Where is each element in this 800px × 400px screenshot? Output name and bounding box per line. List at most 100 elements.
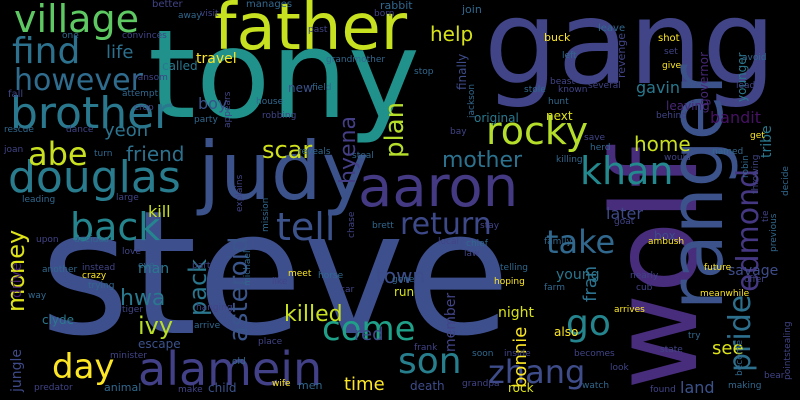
word-alamein: alamein [138,342,323,396]
word-trying: trying [88,281,115,291]
word-later: later [606,204,643,223]
word-crazy: crazy [82,271,107,281]
word-offer: offer [744,275,765,285]
word-away: away [178,11,202,21]
word-stop: stop [414,67,434,77]
word-ambush: ambush [648,237,685,247]
word-jungle: jungle [9,348,25,392]
word-inside: inside [504,349,531,359]
word-killed: killed [284,302,343,327]
word-future: future [704,263,732,273]
word-go: go [566,303,611,344]
word-child: child [208,381,237,395]
word-home: home [634,132,691,156]
word-found: found [650,385,676,395]
word-governor: governor [697,51,711,106]
word-get: get [750,131,765,141]
word-red: red [354,324,384,345]
word-stay: stay [480,221,500,231]
word-eye: eye [138,261,155,271]
word-grandmother: grandmother [326,55,386,65]
word-rock: rock [508,381,534,395]
word-become: become [735,339,745,376]
word-clyde: clyde [42,313,75,327]
word-new: new [288,81,313,95]
word-michael: michael [243,250,253,286]
word-kill: kill [148,202,171,221]
word-love: love [122,247,141,257]
word-life: life [106,42,134,63]
word-tiger: tiger [122,305,143,315]
word-arrives: arrives [614,305,645,315]
word-instead: instead [82,263,116,273]
word-friend: friend [126,142,185,166]
word-bay: bay [450,127,467,137]
word-telling: telling [500,263,528,273]
word-next: next [546,109,573,123]
word-rocky: rocky [486,109,589,153]
word-shot: shot [658,33,680,44]
word-one: one [62,31,79,41]
word-animal: animal [104,381,142,394]
word-watch: watch [582,381,610,391]
word-convinces: convinces [122,31,167,41]
word-scar: scar [262,136,313,164]
word-party: party [194,115,218,125]
word-cub: cub [636,283,653,293]
word-find: find [12,31,81,72]
word-hanging: hanging [196,303,233,313]
word-left: left [562,51,577,61]
word-appears: appears [223,91,233,128]
word-back: back [70,205,161,249]
word-behind: behind [656,111,687,121]
word-killing: killing [556,155,583,165]
word-past: past [308,25,328,35]
word-take: take [546,223,616,261]
word-reveals: reveals [298,147,331,157]
word-turn: turn [94,149,113,159]
word-day: day [52,347,115,387]
word-herd: herd [590,143,611,153]
word-chase: chase [347,211,357,238]
word-hunt: hunt [548,97,569,107]
word-leave: leave [598,23,626,34]
word-beast: beast [550,77,575,87]
word-man: man [138,261,170,277]
word-death: death [410,379,445,393]
word-minister: minister [110,351,147,361]
word-fall: fall [8,89,24,100]
word-set: set [664,47,678,57]
word-mission: mission [261,197,271,232]
word-rescue: rescue [4,125,34,135]
word-horse: horse [318,271,344,281]
word-judy: judy [198,125,370,218]
word-box: box [654,229,676,243]
word-joan: joan [4,145,24,155]
word-explains: explains [235,174,245,212]
word-return: return [400,207,492,242]
word-field: field [312,83,332,93]
word-throwing: throwing [751,154,761,194]
word-known: known [558,85,588,95]
word-place: place [258,337,283,347]
word-frank: frank [414,343,438,353]
word-old: old [232,357,246,367]
word-aaron: aaron [358,155,519,220]
word-arrive: arrive [194,321,221,331]
word-bandit: bandit [710,108,761,127]
word-zhang: zhang [488,353,586,391]
word-another: another [42,265,78,275]
word-mother: mother [442,148,523,173]
word-drive: drive [9,262,25,298]
word-tony: tony [148,4,420,146]
word-land: land [680,378,715,397]
word-lead: lead [736,81,756,91]
word-meanwhile: meanwhile [700,289,750,299]
word-decides: decides [74,235,109,245]
word-however: however [14,63,143,98]
word-gavin: gavin [636,78,681,97]
word-help: help [430,22,474,46]
word-leading: leading [22,195,56,205]
word-time: time [344,374,385,395]
word-hwa: hwa [120,286,166,311]
